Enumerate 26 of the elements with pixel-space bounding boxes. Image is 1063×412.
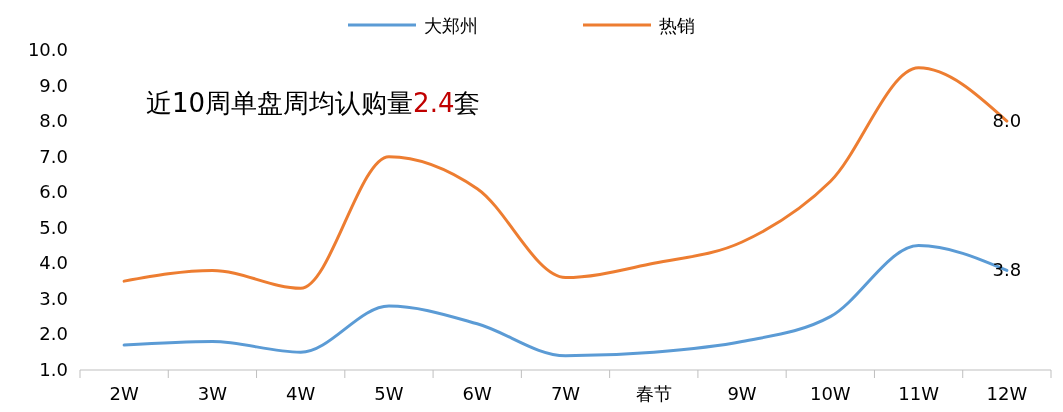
data-label: 3.8 [992,259,1022,281]
y-tick-label: 6.0 [39,181,68,203]
x-tick-label: 4W [286,383,316,404]
legend-label: 热销 [659,15,695,36]
x-tick-label: 春节 [635,383,672,404]
x-tick-label: 11W [898,383,940,404]
x-tick-label: 9W [727,383,757,404]
y-tick-label: 1.0 [39,359,68,380]
x-tick-label: 10W [809,383,851,404]
y-tick-label: 5.0 [39,216,68,238]
x-tick-label: 2W [109,383,139,404]
y-tick-label: 3.0 [39,287,68,309]
y-tick-label: 10.0 [27,39,68,60]
x-tick-label: 5W [374,383,404,404]
y-tick-label: 2.0 [39,323,68,345]
x-tick-label: 3W [197,383,228,404]
y-tick-label: 9.0 [39,74,68,96]
x-tick-label: 6W [462,383,493,404]
data-label: 8.0 [992,110,1022,132]
y-tick-label: 4.0 [39,252,68,274]
y-tick-label: 7.0 [39,145,68,167]
y-tick-label: 8.0 [39,110,68,132]
x-tick-label: 12W [986,383,1028,404]
x-tick-label: 7W [550,383,581,404]
annotation: 近10周单盘周均认购量2.4套 [146,88,481,118]
legend-label: 大郑州 [424,15,478,36]
